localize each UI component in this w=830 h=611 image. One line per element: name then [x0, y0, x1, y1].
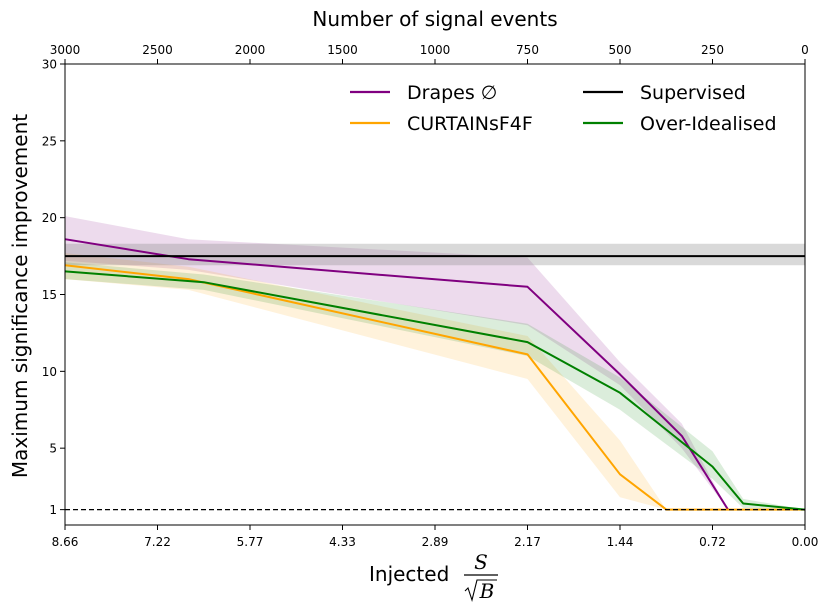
- legend-label-drapes: Drapes ∅: [407, 82, 497, 104]
- y-tick-label: 20: [42, 211, 57, 225]
- band-curtainsf4f: [65, 253, 805, 510]
- y-tick-label: 30: [42, 58, 57, 72]
- x-axis-title-text: Injected: [369, 562, 449, 586]
- legend-label-supervised: Supervised: [640, 82, 746, 104]
- y-tick-label: 10: [42, 365, 57, 379]
- confidence-bands: [65, 216, 805, 510]
- x-tick-label: 2.17: [514, 535, 541, 549]
- series-line-curtainsf4f: [64, 264, 805, 511]
- y-axis-title: Maximum significance improvement: [8, 114, 32, 478]
- y-tick-label: 5: [49, 442, 57, 456]
- x-top-tick-label: 1500: [327, 43, 358, 57]
- band-drapes: [65, 216, 728, 510]
- x-top-tick-label: 2500: [142, 43, 173, 57]
- x-top-tick-label: 2000: [235, 43, 266, 57]
- y-tick-label: 25: [42, 134, 57, 148]
- legend: Drapes ∅ Supervised CURTAINsF4F Over-Ideali…: [350, 82, 777, 135]
- legend-label-curtainsf4f: CURTAINsF4F: [407, 113, 533, 135]
- x-tick-label: 0.72: [699, 535, 726, 549]
- y-tick-label: 15: [42, 288, 57, 302]
- x-axis-title: Injected S B: [369, 550, 498, 603]
- x-top-tick-label: 750: [516, 43, 539, 57]
- x-top-tick-label: 1000: [420, 43, 451, 57]
- x-tick-label: 5.77: [237, 535, 264, 549]
- band-over-idealised: [65, 262, 805, 510]
- sqrt-sign-icon: [464, 579, 497, 602]
- x-top-tick-label: 250: [701, 43, 724, 57]
- x-top-tick-label: 500: [609, 43, 632, 57]
- x-tick-label: 0.00: [792, 535, 819, 549]
- x-axis-bottom-ticks: 8.66 7.22 5.77 4.33 2.89 2.17 1.44 0.72 0.00: [52, 525, 819, 549]
- x-axis-top-ticks: 3000 2500 2000 1500 1000 750 500 250 0: [50, 43, 809, 64]
- x-tick-label: 8.66: [52, 535, 79, 549]
- x-tick-label: 4.33: [329, 535, 356, 549]
- series-lines: [64, 238, 806, 511]
- band-supervised: [65, 243, 805, 266]
- x-tick-label: 1.44: [607, 535, 634, 549]
- x-axis-title-numerator: S: [474, 550, 488, 574]
- x-tick-label: 2.89: [422, 535, 449, 549]
- series-line-over-idealised: [64, 270, 806, 511]
- top-axis-title: Number of signal events: [312, 7, 557, 31]
- legend-label-over-idealised: Over-Idealised: [640, 113, 777, 135]
- x-tick-label: 7.22: [144, 535, 171, 549]
- y-tick-label: 1: [49, 503, 57, 517]
- x-axis-title-denominator: B: [479, 579, 495, 603]
- x-top-tick-label: 3000: [50, 43, 81, 57]
- x-top-tick-label: 0: [801, 43, 809, 57]
